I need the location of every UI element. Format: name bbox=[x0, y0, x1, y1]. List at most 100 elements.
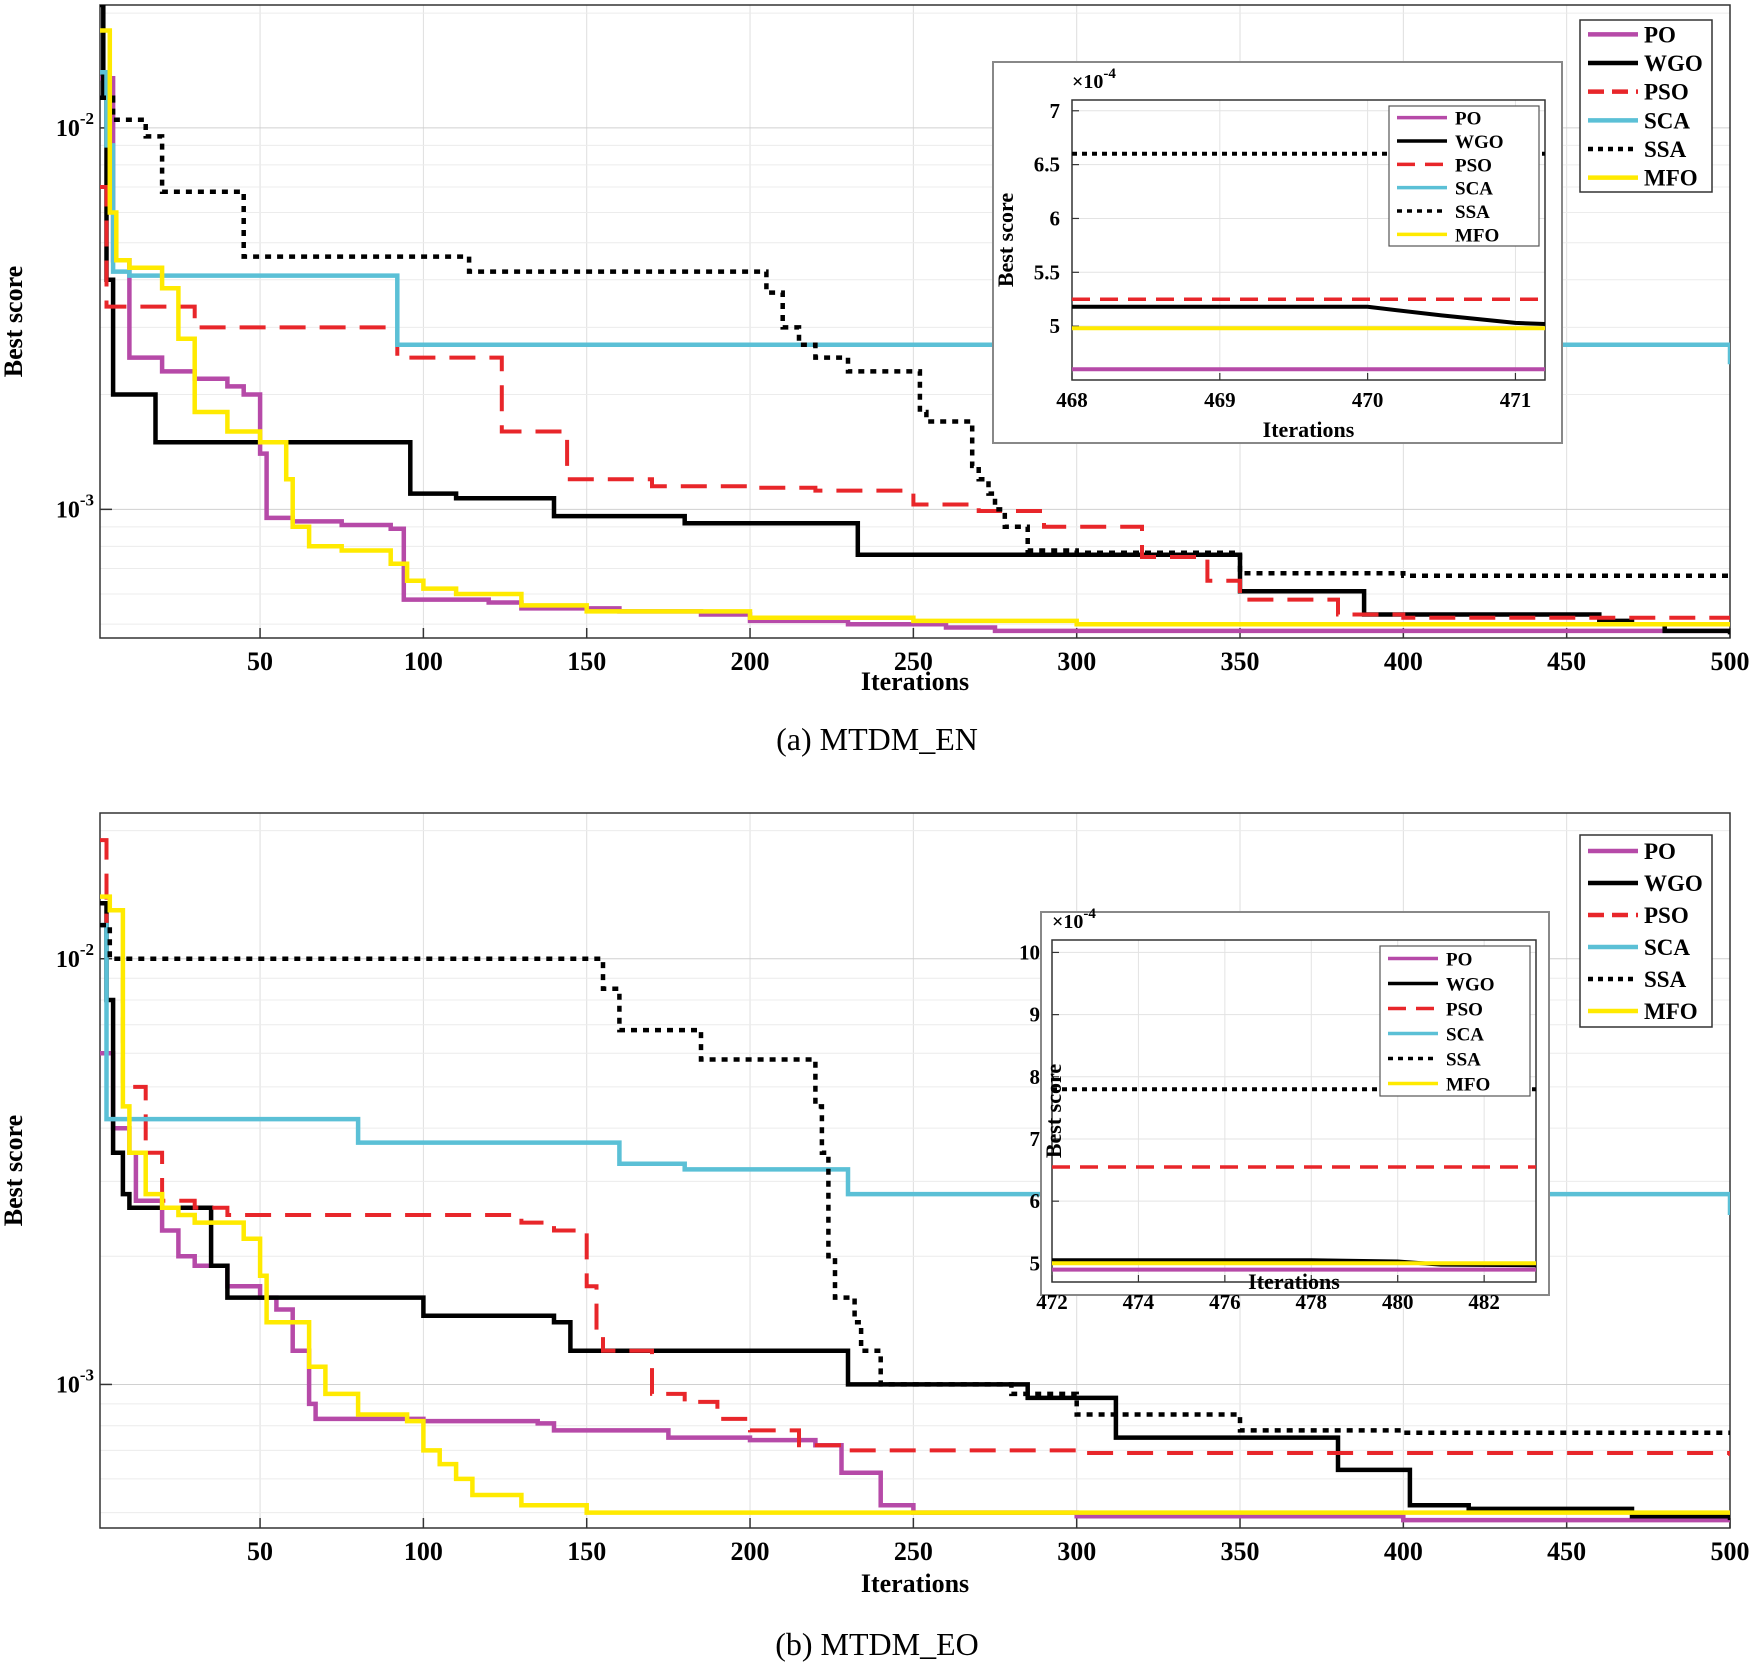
legend-label-ssa: SSA bbox=[1644, 967, 1687, 992]
legend-label-pso: PSO bbox=[1644, 903, 1689, 928]
inset-legend-label-pso: PSO bbox=[1446, 1000, 1483, 1021]
y-axis-label: Best score bbox=[0, 1115, 28, 1226]
x-tick-label: 50 bbox=[247, 1537, 273, 1566]
inset-legend-label-po: PO bbox=[1455, 109, 1481, 130]
x-tick-label: 400 bbox=[1384, 1537, 1423, 1566]
y-tick-base: 10 bbox=[56, 116, 80, 142]
inset-y-tick-label: 5.5 bbox=[1034, 260, 1060, 284]
legend-label-po: PO bbox=[1644, 839, 1676, 864]
inset: 472 474 476 478 480 482 5 6 7 8 9 10 ×10-4 Iterations… bbox=[1019, 906, 1550, 1314]
x-tick-label: 250 bbox=[894, 1537, 933, 1566]
inset-y-axis-label: Best score bbox=[993, 193, 1018, 288]
x-tick-label: 100 bbox=[404, 647, 443, 676]
x-tick-label: 500 bbox=[1711, 1537, 1750, 1566]
y-tick-exp: -3 bbox=[80, 1365, 94, 1384]
inset-legend-label-po: PO bbox=[1446, 950, 1472, 971]
inset-x-tick-label: 478 bbox=[1296, 1290, 1328, 1314]
inset-y-tick-label: 10 bbox=[1019, 940, 1040, 964]
x-tick-label: 150 bbox=[567, 647, 606, 676]
inset-legend-box bbox=[1388, 105, 1540, 247]
chart-panel-2: 50 100 150 200 250 300 350 400 450 50010-310-2Ite… bbox=[0, 812, 1750, 1662]
inset-x-tick-label: 468 bbox=[1056, 388, 1088, 412]
inset-scale-base: ×10 bbox=[1072, 71, 1103, 93]
legend-label-sca: SCA bbox=[1644, 108, 1690, 133]
x-tick-label: 350 bbox=[1221, 1537, 1260, 1566]
legend-label-ssa: SSA bbox=[1644, 137, 1687, 162]
y-tick-label: 10-3 bbox=[56, 490, 94, 523]
x-axis-label: Iterations bbox=[861, 1569, 969, 1598]
series-line-mfo bbox=[100, 28, 1730, 627]
figure-caption: (a) MTDM_EN bbox=[776, 721, 978, 757]
x-tick-label: 500 bbox=[1711, 647, 1750, 676]
inset-scale-exp: -4 bbox=[1103, 66, 1116, 82]
x-tick-label: 200 bbox=[731, 1537, 770, 1566]
inset-x-tick-label: 476 bbox=[1209, 1290, 1241, 1314]
x-tick-label: 100 bbox=[404, 1537, 443, 1566]
y-tick-base: 10 bbox=[56, 497, 80, 523]
y-tick-exp: -2 bbox=[80, 109, 94, 128]
inset-y-tick-label: 5 bbox=[1050, 314, 1061, 338]
inset-x-tick-label: 480 bbox=[1382, 1290, 1414, 1314]
chart-panel-1: 50 100 150 200 250 300 350 400 450 50010-310-2Ite… bbox=[0, 4, 1750, 757]
inset-x-axis-label: Iterations bbox=[1248, 1269, 1340, 1294]
x-axis-label: Iterations bbox=[861, 667, 969, 696]
legend-label-wgo: WGO bbox=[1644, 51, 1703, 76]
x-tick-label: 350 bbox=[1221, 647, 1260, 676]
plot-frame bbox=[99, 812, 1731, 1529]
y-tick-exp: -2 bbox=[80, 940, 94, 959]
inset-x-tick-label: 482 bbox=[1468, 1290, 1500, 1314]
inset-y-tick-label: 9 bbox=[1030, 1003, 1041, 1027]
inset-legend-box bbox=[1379, 945, 1531, 1097]
legend-box bbox=[1579, 19, 1713, 193]
inset-frame bbox=[1051, 939, 1537, 1283]
y-axis-label: Best score bbox=[0, 266, 28, 377]
x-tick-label: 50 bbox=[247, 647, 273, 676]
legend-label-wgo: WGO bbox=[1644, 871, 1703, 896]
inset-legend-label-pso: PSO bbox=[1455, 155, 1492, 176]
x-tick-label: 300 bbox=[1057, 647, 1096, 676]
inset-series-line-wgo bbox=[1072, 304, 1545, 326]
inset-scale-base: ×10 bbox=[1052, 911, 1083, 933]
inset-x-tick-label: 469 bbox=[1204, 388, 1236, 412]
inset: 468 469 470 471 5 5.5 6 6.5 7 ×10-4 Iterations Best… bbox=[992, 61, 1563, 444]
y-tick-label: 10-2 bbox=[56, 940, 94, 973]
inset-scale-factor: ×10-4 bbox=[1052, 906, 1096, 933]
series-line-mfo bbox=[100, 894, 1730, 1515]
series-line-po bbox=[100, 1050, 1730, 1523]
inset-x-tick-label: 471 bbox=[1500, 388, 1532, 412]
inset-y-tick-label: 7 bbox=[1030, 1127, 1041, 1151]
legend-label-mfo: MFO bbox=[1644, 999, 1698, 1024]
x-tick-label: 150 bbox=[567, 1537, 606, 1566]
y-tick-base: 10 bbox=[56, 947, 80, 973]
inset-y-axis-label: Best score bbox=[1041, 1064, 1066, 1159]
inset-legend-label-wgo: WGO bbox=[1455, 132, 1504, 153]
legend-label-po: PO bbox=[1644, 22, 1676, 47]
inset-y-tick-label: 5 bbox=[1030, 1251, 1041, 1275]
inset-legend-label-ssa: SSA bbox=[1446, 1050, 1481, 1071]
inset-legend-label-mfo: MFO bbox=[1455, 225, 1499, 246]
inset-scale-factor: ×10-4 bbox=[1072, 66, 1116, 93]
legend-label-sca: SCA bbox=[1644, 935, 1690, 960]
x-tick-label: 300 bbox=[1057, 1537, 1096, 1566]
series-group bbox=[100, 838, 1730, 1523]
legend-box bbox=[1579, 834, 1713, 1028]
inset-legend-label-wgo: WGO bbox=[1446, 975, 1495, 996]
series-line-pso bbox=[100, 185, 1730, 620]
inset-legend-label-sca: SCA bbox=[1446, 1025, 1484, 1046]
inset-x-tick-label: 472 bbox=[1036, 1290, 1068, 1314]
inset-frame bbox=[1071, 99, 1546, 381]
inset-x-axis-label: Iterations bbox=[1263, 417, 1355, 442]
series-line-ssa bbox=[100, 95, 1730, 579]
legend-label-mfo: MFO bbox=[1644, 166, 1698, 191]
y-tick-exp: -3 bbox=[80, 490, 94, 509]
inset-y-tick-label: 6 bbox=[1050, 206, 1061, 230]
inset-legend-label-sca: SCA bbox=[1455, 179, 1493, 200]
plot-frame bbox=[99, 4, 1731, 639]
series-line-sca bbox=[100, 922, 1730, 1215]
series-line-wgo bbox=[100, 5, 1730, 635]
series-line-wgo bbox=[100, 901, 1730, 1521]
y-tick-base: 10 bbox=[56, 1372, 80, 1398]
y-tick-label: 10-3 bbox=[56, 1365, 94, 1398]
figure-caption: (b) MTDM_EO bbox=[775, 1626, 979, 1662]
